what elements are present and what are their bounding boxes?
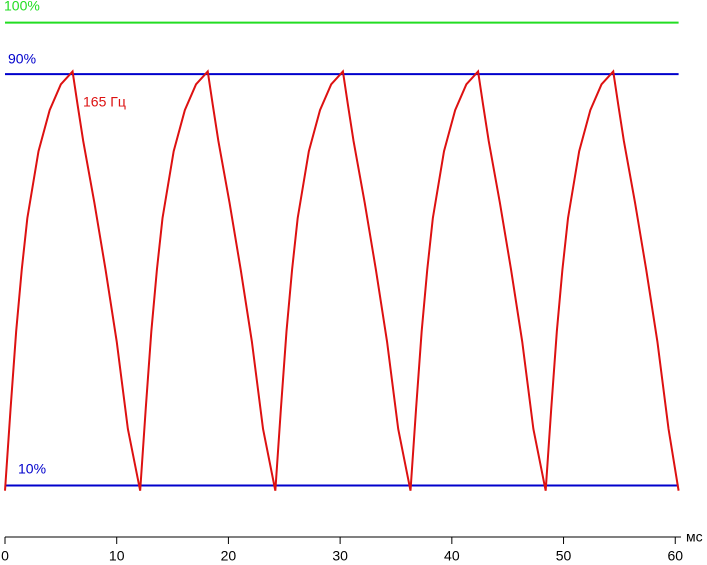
x-axis-label: мс: [686, 529, 703, 545]
x-tick-label: 20: [221, 548, 237, 564]
series-label: 90%: [8, 51, 36, 67]
series-label: 10%: [18, 461, 46, 477]
x-tick-label: 50: [556, 548, 572, 564]
series-line: [4, 69, 680, 491]
x-tick-label: 60: [667, 548, 683, 564]
x-tick-label: 10: [109, 548, 125, 564]
x-tick-label: 0: [1, 548, 9, 564]
series-label: 100%: [4, 0, 40, 14]
x-tick-label: 30: [332, 548, 348, 564]
series-label: 165 Гц: [83, 94, 126, 110]
x-tick-label: 40: [444, 548, 460, 564]
